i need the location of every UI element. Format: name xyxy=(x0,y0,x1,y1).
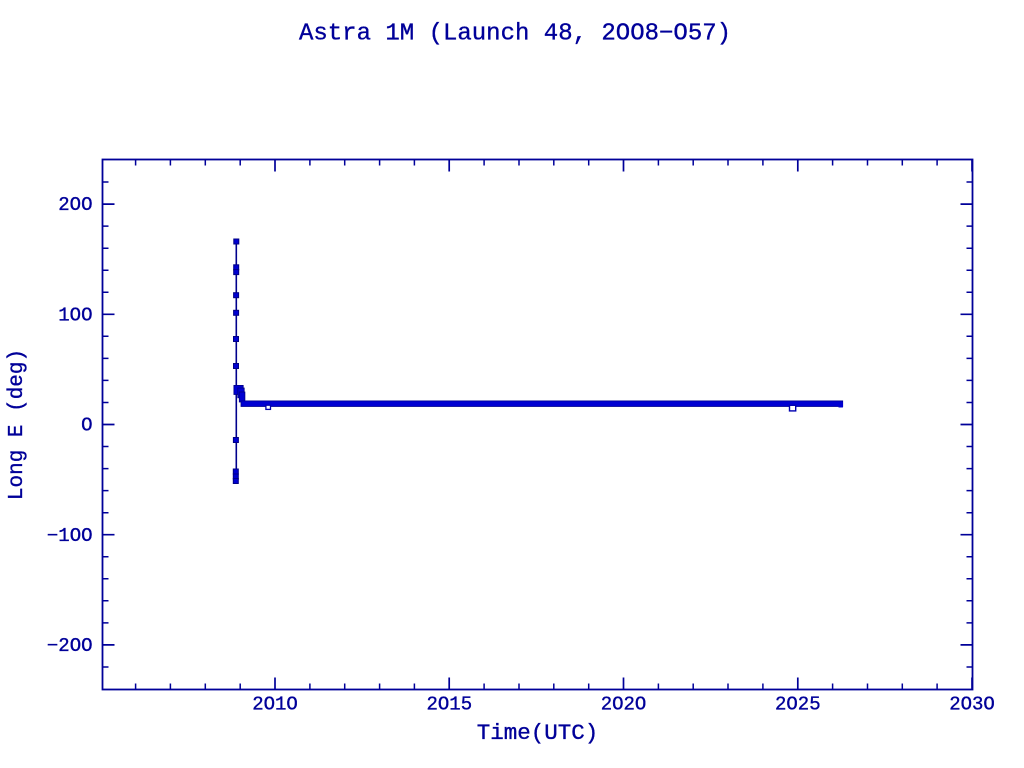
svg-text:2O2O: 2O2O xyxy=(601,694,647,716)
svg-text:1OO: 1OO xyxy=(58,304,92,326)
svg-text:2OO: 2OO xyxy=(58,194,92,216)
svg-text:Astra 1M (Launch 48, 2OO8−O57): Astra 1M (Launch 48, 2OO8−O57) xyxy=(299,21,731,48)
svg-text:−2OO: −2OO xyxy=(47,635,93,657)
svg-text:2O1O: 2O1O xyxy=(252,694,298,716)
svg-text:2O25: 2O25 xyxy=(775,694,821,716)
svg-text:2O15: 2O15 xyxy=(426,694,472,716)
svg-text:2O3O: 2O3O xyxy=(949,694,995,716)
svg-text:−1OO: −1OO xyxy=(47,525,93,547)
svg-text:Time(UTC): Time(UTC) xyxy=(477,720,599,746)
svg-text:Long E (deg): Long E (deg) xyxy=(6,349,29,500)
svg-text:O: O xyxy=(81,415,92,437)
